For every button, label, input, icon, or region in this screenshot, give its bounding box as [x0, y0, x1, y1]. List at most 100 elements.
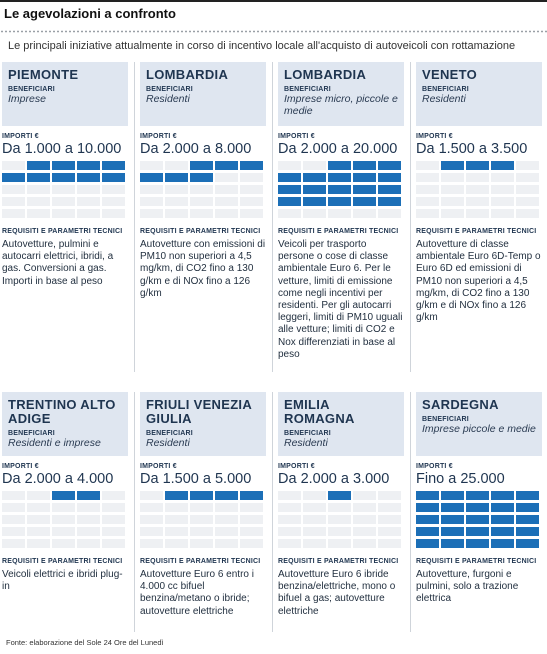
amount-unit-filled — [27, 161, 50, 170]
amount-unit-empty — [240, 209, 263, 218]
beneficiari-label: BENEFICIARI — [8, 430, 55, 437]
amount-unit-empty — [190, 197, 213, 206]
amount-unit-empty — [466, 185, 489, 194]
amount-unit-empty — [27, 503, 50, 512]
importi-label: IMPORTI € — [416, 133, 453, 140]
requisiti-text: Autovetture con emissioni di PM10 non su… — [140, 239, 266, 299]
requisiti-text: Autovetture, pulmini e autocarri elettri… — [2, 239, 114, 287]
card-header: LOMBARDIA BENEFICIARI Imprese micro, picco… — [278, 62, 404, 126]
amount-unit-empty — [102, 503, 125, 512]
amount-unit-empty — [140, 515, 163, 524]
amount-unit-empty — [140, 527, 163, 536]
amount-unit-empty — [77, 527, 100, 536]
amount-unit-filled — [491, 503, 514, 512]
region-name: VENETO — [422, 67, 478, 82]
column-divider — [410, 62, 411, 372]
requisiti-label: REQUISITI E PARAMETRI TECNICI — [278, 228, 399, 235]
amount-unit-filled — [516, 503, 539, 512]
amount-unit-empty — [2, 197, 25, 206]
amount-unit-empty — [140, 491, 163, 500]
amount-unit-filled — [491, 515, 514, 524]
column-divider — [272, 62, 273, 372]
amount-unit-empty — [2, 161, 25, 170]
column-divider — [272, 392, 273, 632]
amount-unit-empty — [491, 185, 514, 194]
amount-unit-empty — [27, 527, 50, 536]
amount-bar-grid — [416, 491, 542, 548]
amount-unit-empty — [441, 173, 464, 182]
region-name: EMILIA ROMAGNA — [284, 397, 355, 426]
amount-unit-filled — [378, 185, 401, 194]
amount-unit-empty — [353, 527, 376, 536]
amount-unit-empty — [27, 515, 50, 524]
amount-unit-empty — [240, 197, 263, 206]
amount-unit-empty — [77, 197, 100, 206]
amount-unit-empty — [441, 197, 464, 206]
amount-unit-filled — [215, 491, 238, 500]
amount-unit-empty — [353, 491, 376, 500]
beneficiari-label: BENEFICIARI — [284, 430, 331, 437]
importo-range: Da 1.000 a 10.000 — [2, 141, 122, 157]
card-header: PIEMONTE BENEFICIARI Imprese — [2, 62, 128, 126]
amount-unit-empty — [491, 197, 514, 206]
amount-unit-empty — [165, 161, 188, 170]
amount-bar-grid — [2, 491, 128, 548]
amount-unit-empty — [240, 503, 263, 512]
amount-unit-empty — [190, 185, 213, 194]
requisiti-text: Autovetture, furgoni e pulmini, solo a t… — [416, 569, 519, 605]
amount-unit-empty — [77, 185, 100, 194]
amount-unit-empty — [278, 161, 301, 170]
amount-unit-empty — [190, 503, 213, 512]
requisiti-label: REQUISITI E PARAMETRI TECNICI — [140, 228, 261, 235]
amount-unit-empty — [2, 209, 25, 218]
amount-unit-filled — [466, 539, 489, 548]
amount-unit-empty — [27, 491, 50, 500]
amount-unit-empty — [190, 527, 213, 536]
amount-unit-filled — [328, 197, 351, 206]
amount-unit-empty — [27, 539, 50, 548]
amount-unit-filled — [466, 161, 489, 170]
amount-unit-empty — [516, 197, 539, 206]
amount-unit-empty — [52, 209, 75, 218]
amount-unit-empty — [516, 161, 539, 170]
requisiti-text: Autovetture Euro 6 entro i 4.000 cc bifu… — [140, 569, 254, 617]
amount-unit-empty — [303, 209, 326, 218]
region-name: LOMBARDIA — [284, 67, 367, 82]
amount-unit-filled — [240, 161, 263, 170]
importo-range: Da 2.000 a 20.000 — [278, 141, 398, 157]
beneficiari-label: BENEFICIARI — [422, 416, 469, 423]
beneficiari-value: Residenti — [146, 93, 190, 105]
region-name: FRIULI VENEZIA GIULIA — [146, 397, 252, 426]
card-header: FRIULI VENEZIA GIULIA BENEFICIARI Resident… — [140, 392, 266, 456]
amount-unit-empty — [190, 515, 213, 524]
amount-unit-filled — [491, 527, 514, 536]
beneficiari-label: BENEFICIARI — [422, 86, 469, 93]
card-header: TRENTINO ALTO ADIGE BENEFICIARI Residenti … — [2, 392, 128, 456]
amount-unit-filled — [278, 197, 301, 206]
amount-unit-empty — [2, 527, 25, 536]
amount-unit-filled — [2, 173, 25, 182]
requisiti-label: REQUISITI E PARAMETRI TECNICI — [416, 558, 537, 565]
amount-unit-empty — [303, 503, 326, 512]
importi-label: IMPORTI € — [416, 463, 453, 470]
region-card: LOMBARDIA BENEFICIARI Imprese micro, picco… — [278, 62, 404, 361]
amount-unit-empty — [353, 209, 376, 218]
amount-unit-empty — [215, 173, 238, 182]
amount-unit-empty — [353, 515, 376, 524]
amount-unit-empty — [140, 185, 163, 194]
amount-unit-empty — [102, 209, 125, 218]
beneficiari-label: BENEFICIARI — [146, 430, 193, 437]
card-header: EMILIA ROMAGNA BENEFICIARI Residenti — [278, 392, 404, 456]
beneficiari-value: Residenti e imprese — [8, 437, 101, 449]
page-title: Le agevolazioni a confronto — [4, 6, 176, 21]
amount-unit-filled — [77, 161, 100, 170]
amount-unit-filled — [190, 491, 213, 500]
amount-unit-empty — [140, 209, 163, 218]
amount-unit-empty — [165, 209, 188, 218]
amount-unit-empty — [466, 197, 489, 206]
amount-unit-filled — [190, 161, 213, 170]
amount-bar-grid — [140, 161, 266, 218]
importo-range: Da 2.000 a 4.000 — [2, 471, 114, 487]
region-name: SARDEGNA — [422, 397, 499, 412]
amount-unit-filled — [215, 161, 238, 170]
